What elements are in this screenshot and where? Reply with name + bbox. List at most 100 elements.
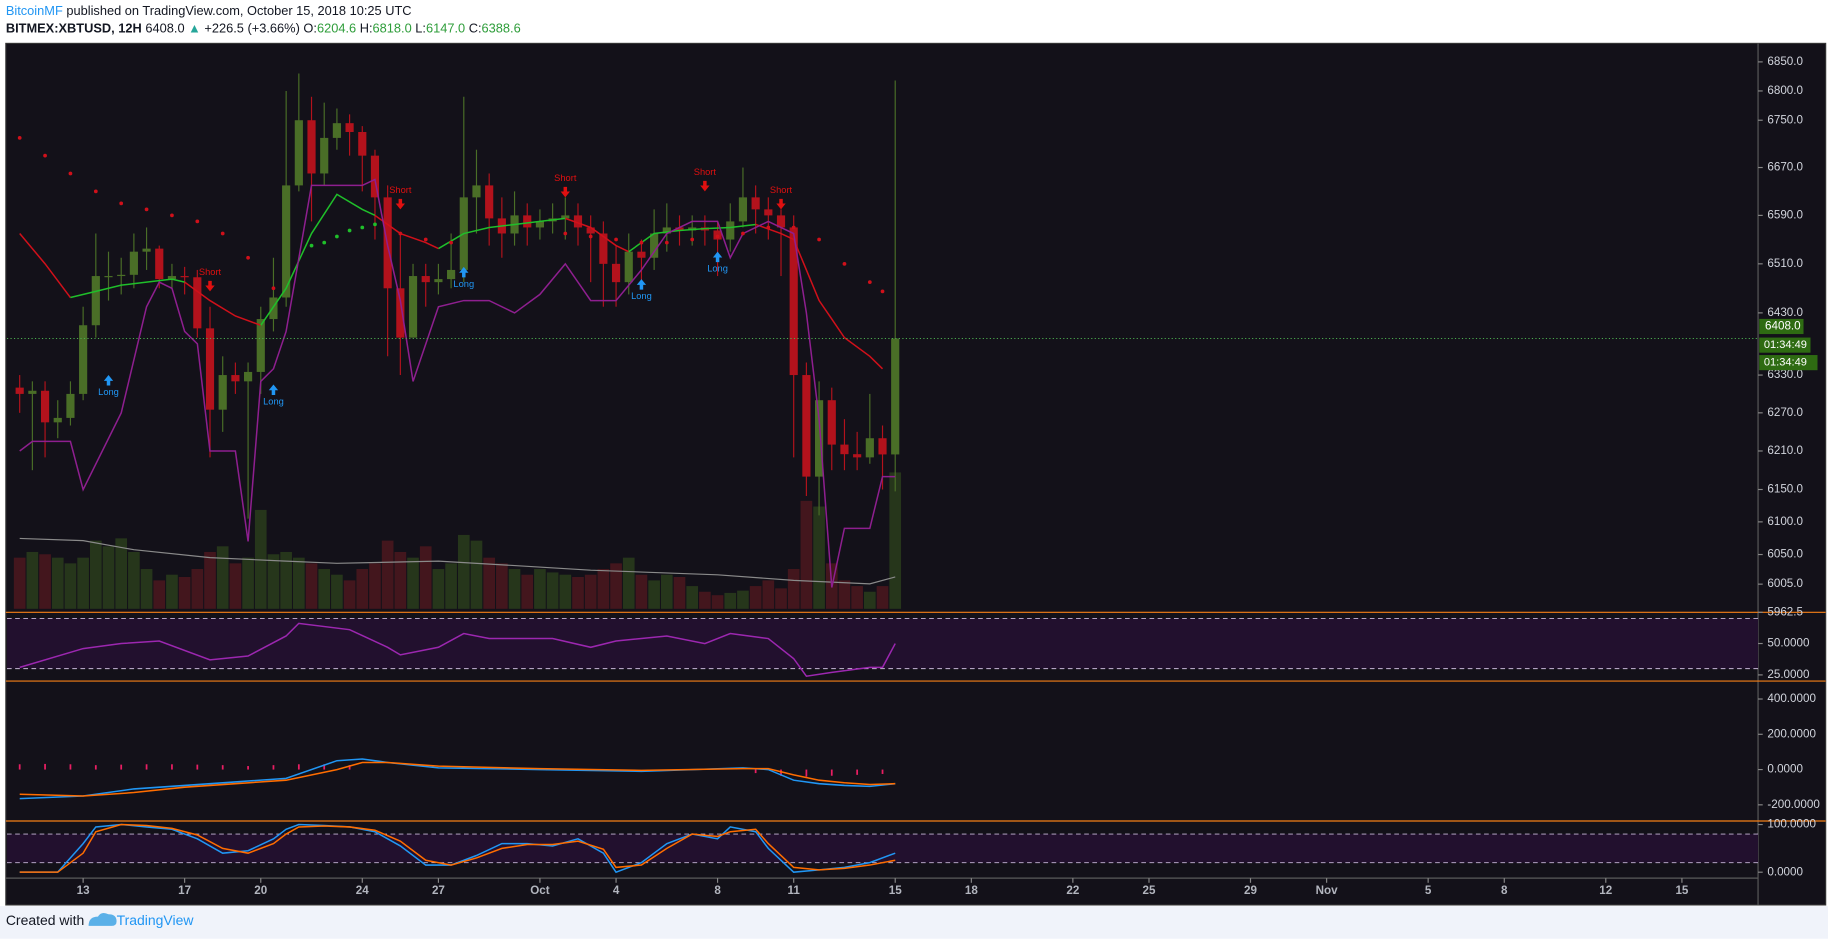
ohlc-value: 6204.6 bbox=[317, 21, 356, 36]
volume-bar bbox=[534, 569, 546, 609]
sar-dot bbox=[68, 171, 73, 176]
x-tick-label: Oct bbox=[530, 884, 550, 897]
volume-bar bbox=[559, 574, 572, 609]
x-tick-label: 4 bbox=[613, 884, 620, 897]
candle-body bbox=[256, 319, 265, 372]
sar-dot bbox=[335, 234, 339, 239]
volume-bar bbox=[140, 569, 153, 609]
y-tick-label: 100.0000 bbox=[1767, 818, 1816, 831]
histogram-bar bbox=[120, 764, 123, 770]
sar-dot bbox=[144, 207, 149, 212]
candle-body bbox=[573, 215, 583, 228]
y-tick-label: 400.0000 bbox=[1767, 692, 1816, 705]
indicator-line bbox=[19, 823, 896, 873]
histogram-bar bbox=[348, 765, 351, 770]
volume-bar bbox=[800, 500, 813, 609]
chart-area bbox=[5, 42, 1827, 906]
signal-label: Short bbox=[554, 173, 577, 183]
volume-bar bbox=[229, 563, 242, 609]
volume-bar bbox=[13, 557, 26, 609]
candle-body bbox=[345, 123, 354, 133]
brand[interactable]: TradingView bbox=[117, 912, 195, 928]
candle-body bbox=[472, 185, 481, 198]
y-tick-label: 6270.0 bbox=[1767, 406, 1803, 419]
candle-body bbox=[523, 215, 532, 228]
y-tick-label: 5962.5 bbox=[1767, 605, 1803, 618]
candle-body bbox=[180, 276, 189, 278]
histogram-bar bbox=[196, 764, 199, 770]
volume-bar bbox=[470, 540, 483, 609]
volume-bar bbox=[394, 551, 407, 609]
candle-body bbox=[485, 185, 494, 219]
candle-body bbox=[358, 132, 367, 156]
candle-body bbox=[662, 227, 671, 234]
y-tick-label: 6050.0 bbox=[1767, 548, 1803, 561]
signal-arrow bbox=[103, 375, 114, 386]
sar-dot bbox=[398, 231, 403, 236]
signal-label: Long bbox=[98, 387, 119, 397]
ohlc-value: 6818.0 bbox=[373, 21, 412, 36]
volume-bar bbox=[445, 563, 457, 609]
sar-dot bbox=[880, 289, 885, 294]
histogram-bar bbox=[881, 769, 884, 774]
y-tick-label: 50.0000 bbox=[1767, 637, 1810, 650]
sar-dot bbox=[309, 243, 314, 248]
candle-body bbox=[776, 215, 786, 228]
price-tag bbox=[1759, 318, 1804, 335]
candle-body bbox=[586, 227, 595, 234]
histogram-bar bbox=[221, 765, 224, 770]
histogram-bar bbox=[69, 764, 72, 770]
symbol-line: BITMEX:XBTUSD, 12H 6408.0 ▲ +226.5 (+3.6… bbox=[6, 21, 521, 36]
signal-label: Short bbox=[694, 167, 717, 177]
candle-body bbox=[282, 185, 291, 298]
candle-body bbox=[726, 221, 735, 240]
x-tick-label: 8 bbox=[714, 884, 721, 897]
volume-bar bbox=[216, 546, 229, 609]
histogram-bar bbox=[145, 764, 148, 770]
tradingview-logo[interactable] bbox=[88, 912, 117, 926]
candle-body bbox=[155, 248, 164, 280]
x-tick-label: 12 bbox=[1599, 884, 1612, 897]
signal-arrow bbox=[636, 279, 647, 290]
volume-bar bbox=[508, 569, 521, 609]
volume-bar bbox=[64, 563, 77, 609]
histogram-bar bbox=[754, 769, 757, 774]
candle-body bbox=[244, 371, 253, 382]
y-tick-label: 6150.0 bbox=[1767, 483, 1803, 496]
y-tick-label: -200.0000 bbox=[1767, 798, 1820, 811]
x-tick-label: 15 bbox=[889, 884, 902, 897]
signal-label: Short bbox=[770, 185, 793, 195]
sar-dot bbox=[43, 153, 47, 158]
volume-bar bbox=[813, 506, 825, 609]
volume-bar bbox=[775, 588, 787, 609]
signal-arrow bbox=[712, 251, 723, 263]
candle-body bbox=[650, 233, 659, 258]
sar-dot bbox=[817, 237, 821, 242]
histogram-bar bbox=[18, 764, 21, 770]
x-tick-label: 24 bbox=[356, 884, 369, 897]
indicator-line bbox=[19, 823, 896, 874]
y-tick-label: 6670.0 bbox=[1767, 161, 1803, 174]
published: published on TradingView.com, October 15… bbox=[66, 3, 411, 18]
sar-dot bbox=[246, 255, 250, 260]
sar-dot bbox=[322, 240, 327, 245]
histogram-bar bbox=[247, 766, 249, 770]
x-tick-label: 22 bbox=[1066, 884, 1079, 897]
x-tick-label: Nov bbox=[1316, 884, 1339, 897]
candle-body bbox=[421, 276, 430, 283]
candle-body bbox=[294, 120, 303, 186]
volume-bar bbox=[369, 563, 381, 609]
signal-arrow bbox=[700, 180, 710, 192]
candle-body bbox=[396, 288, 405, 338]
candle-body bbox=[320, 137, 329, 174]
author[interactable]: BitcoinMF bbox=[6, 3, 63, 18]
signal-label: Long bbox=[707, 264, 728, 274]
volume-bar bbox=[838, 580, 851, 609]
candle-body bbox=[599, 233, 608, 264]
candle-body bbox=[408, 276, 418, 338]
publish-line: BitcoinMF published on TradingView.com, … bbox=[6, 3, 412, 18]
candle-body bbox=[764, 209, 773, 216]
volume-bar bbox=[699, 591, 711, 609]
candle-body bbox=[624, 251, 633, 283]
y-tick-label: 6800.0 bbox=[1767, 84, 1803, 97]
